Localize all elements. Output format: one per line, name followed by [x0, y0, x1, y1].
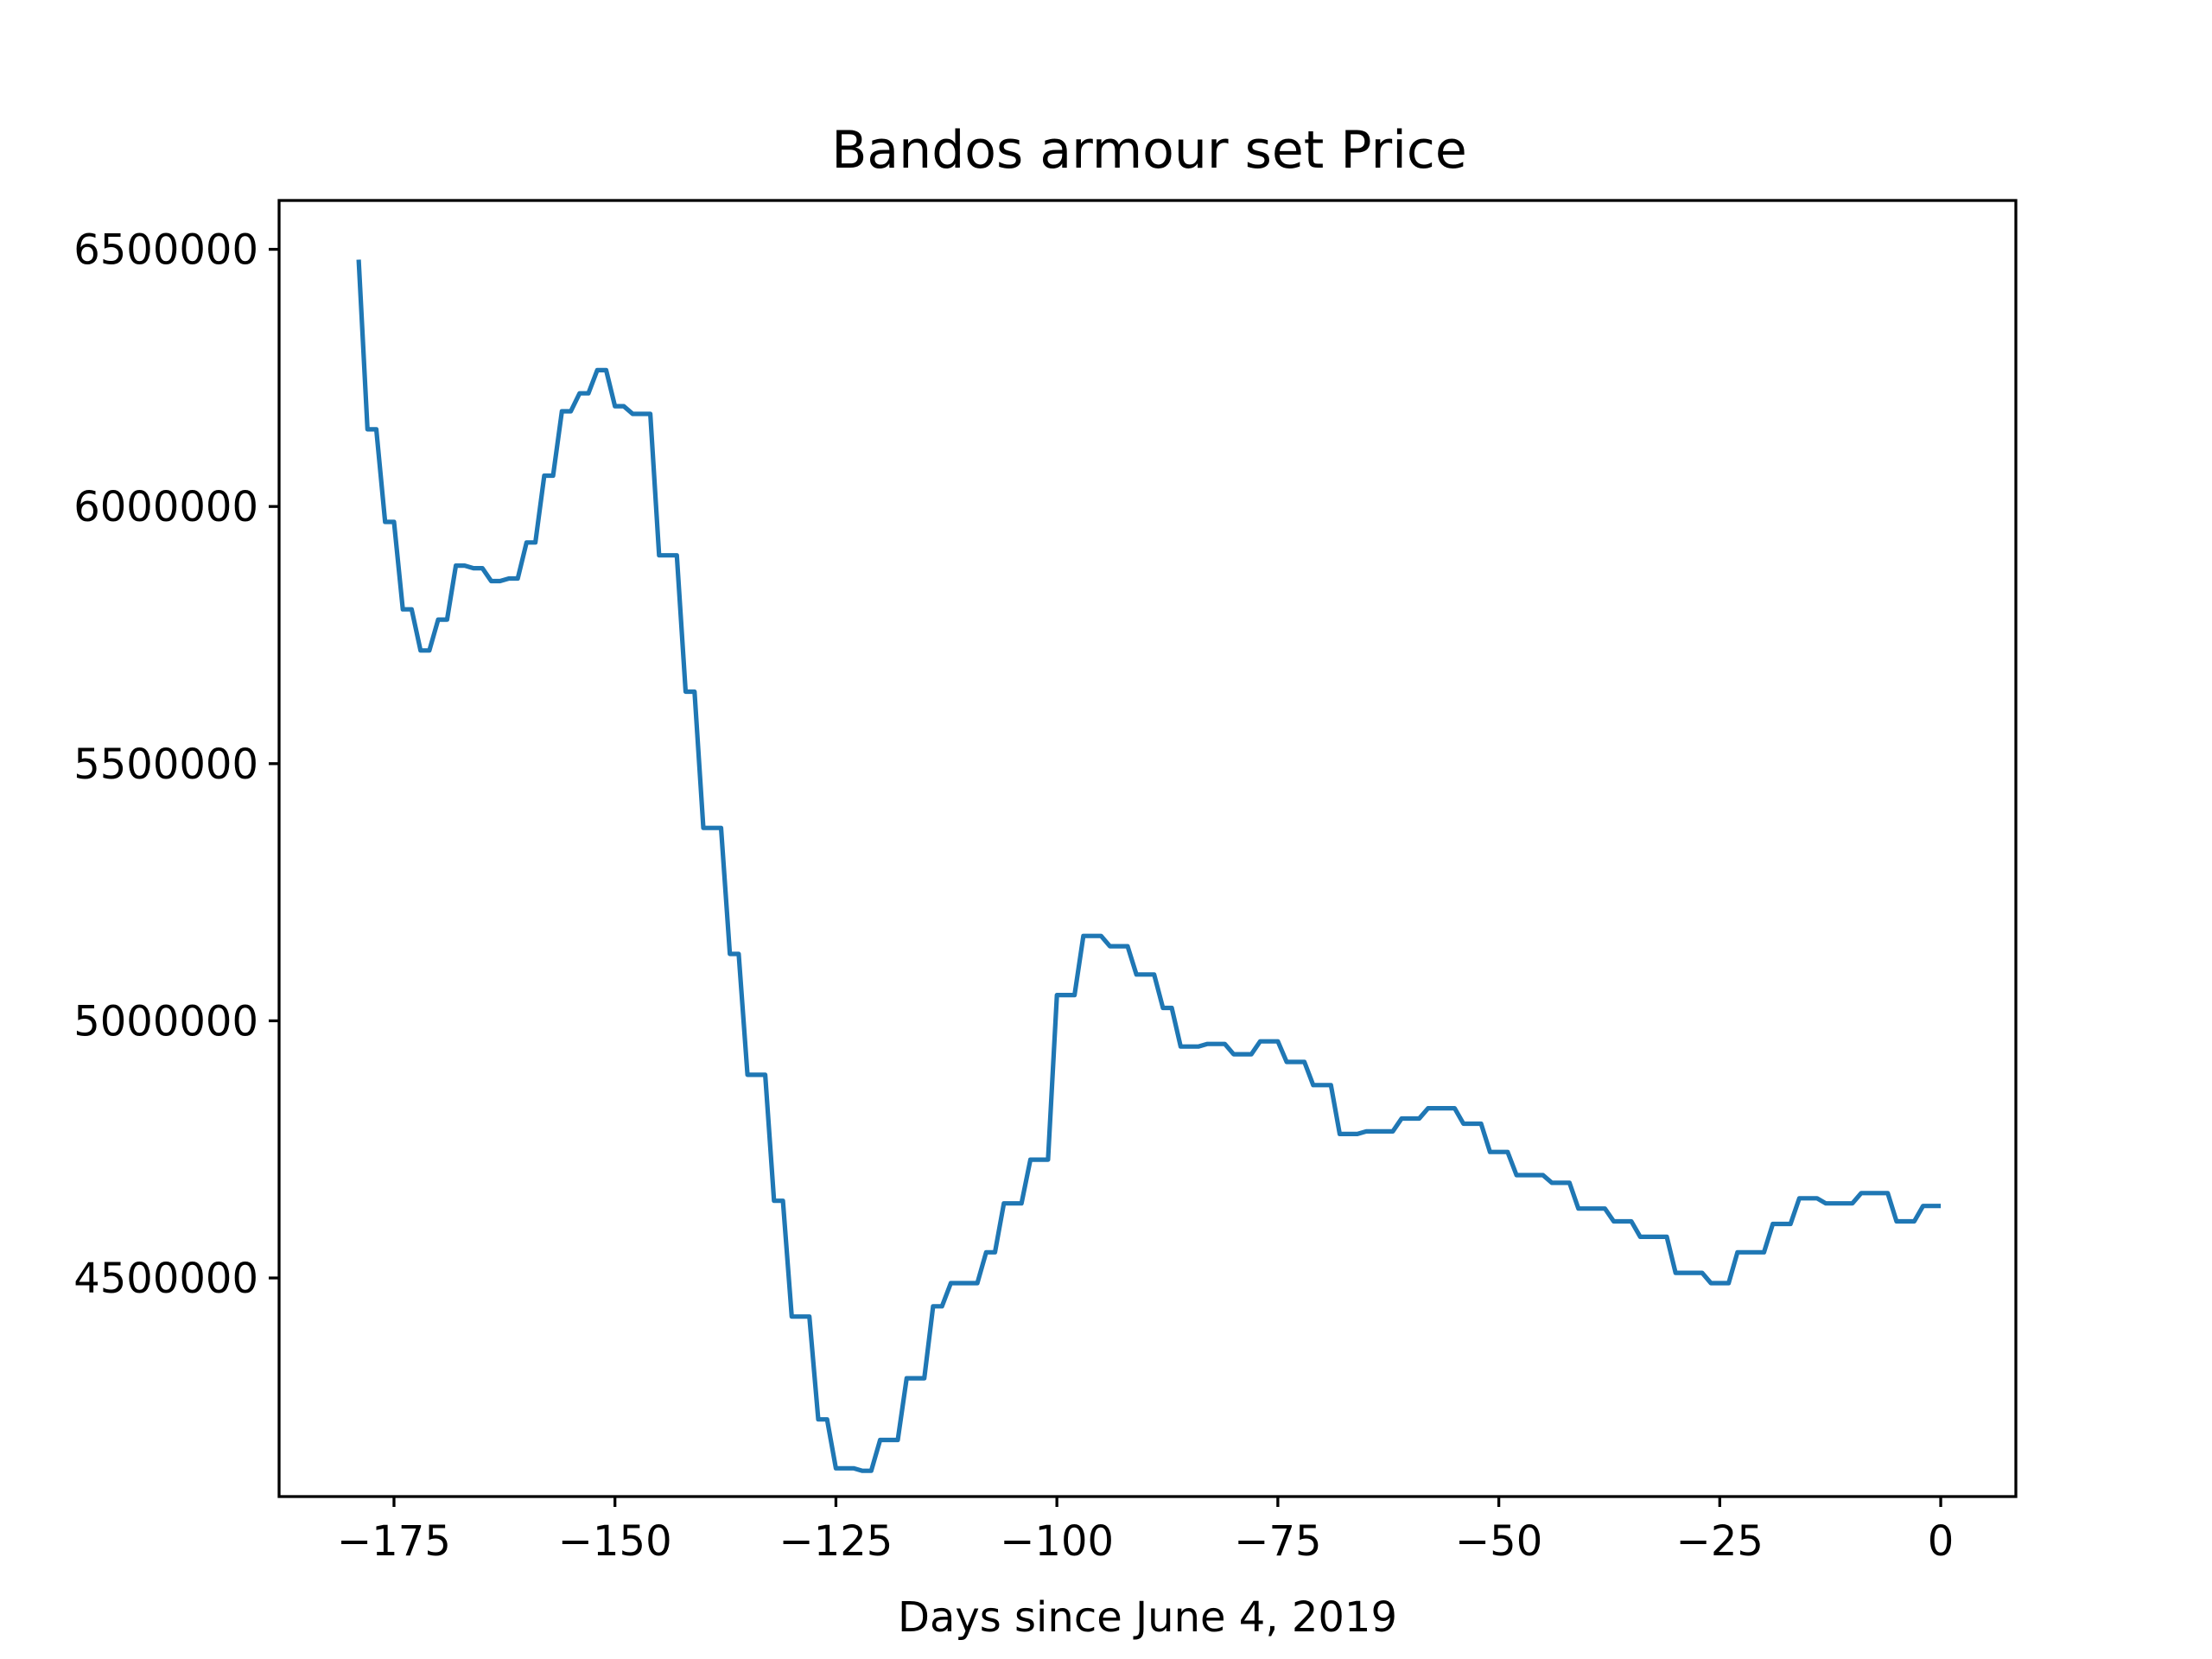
- x-axis-label: Days since June 4, 2019: [898, 1593, 1397, 1642]
- x-tick-label: −125: [779, 1517, 893, 1566]
- x-tick-label: −100: [1000, 1517, 1114, 1566]
- x-axis: −175 −150 −125 −100 −75 −50 −25 0: [337, 1497, 1954, 1566]
- x-tick-label: −50: [1455, 1517, 1542, 1566]
- series-line-0: [356, 259, 1942, 1473]
- y-tick-label: 5000000: [73, 997, 258, 1046]
- y-tick-label: 5500000: [73, 741, 258, 789]
- y-tick-label: 4500000: [73, 1255, 258, 1303]
- y-tick-label: 6500000: [73, 226, 258, 275]
- y-tick-label: 6000000: [73, 483, 258, 531]
- x-tick-label: −75: [1234, 1517, 1321, 1566]
- plot-frame: [277, 199, 2018, 1498]
- x-tick-label: −175: [337, 1517, 451, 1566]
- x-tick-label: −25: [1676, 1517, 1764, 1566]
- y-axis: 4500000 5000000 5500000 6000000 6500000: [73, 226, 279, 1303]
- x-tick-label: 0: [1928, 1517, 1955, 1566]
- series-layer: [356, 259, 1942, 1473]
- x-tick-label: −150: [558, 1517, 672, 1566]
- chart-title: Bandos armour set Price: [831, 120, 1467, 181]
